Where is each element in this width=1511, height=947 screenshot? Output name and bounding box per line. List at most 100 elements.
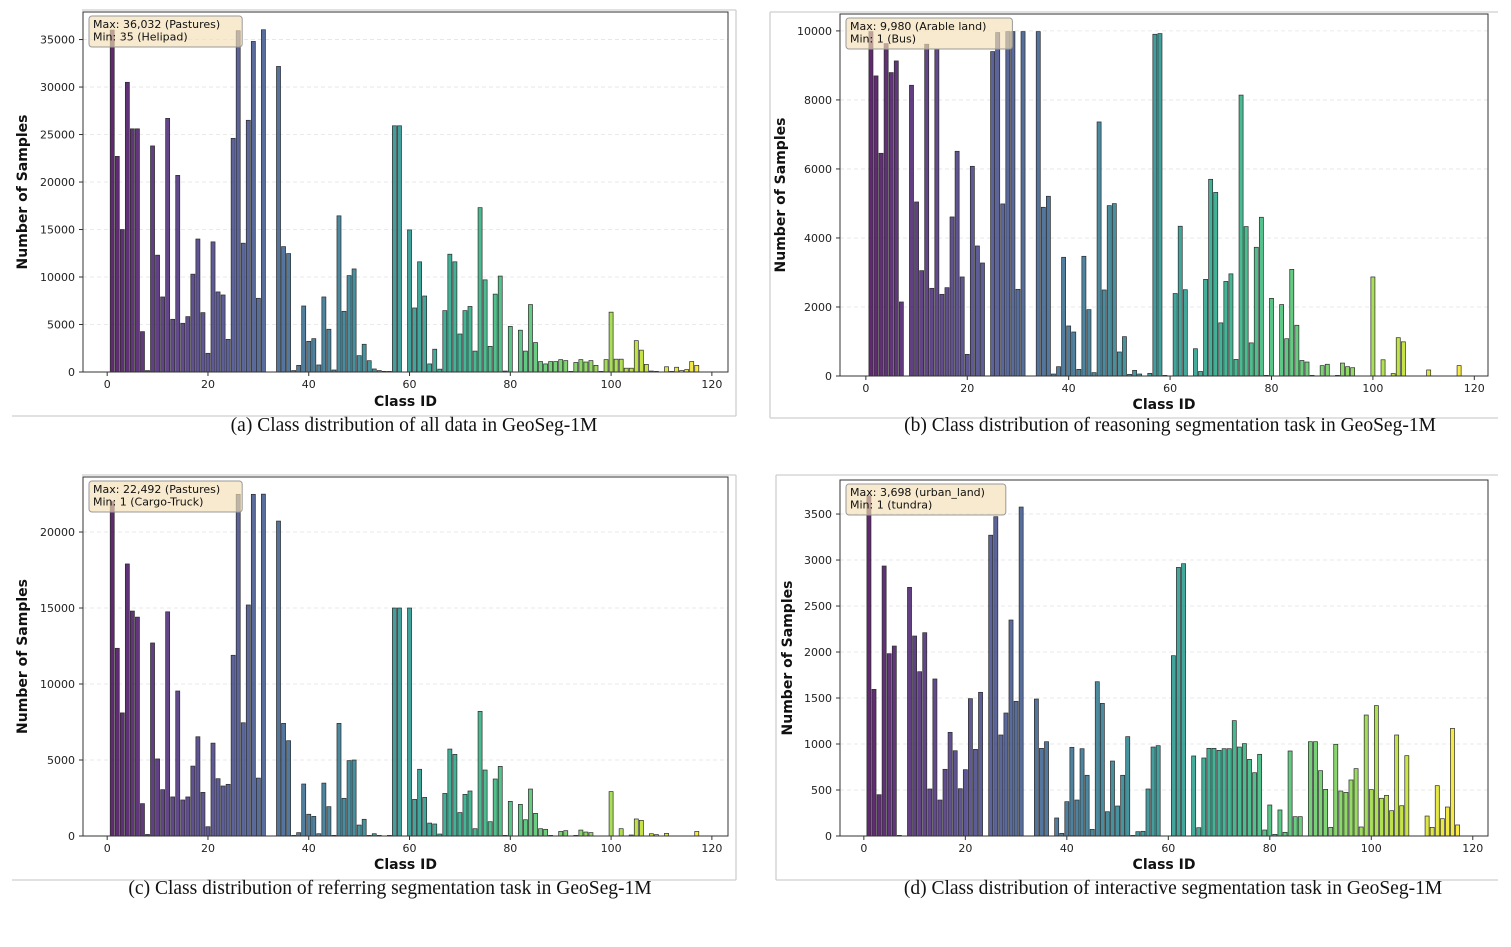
y-tick-label: 15000 xyxy=(40,602,75,615)
bar-class-10 xyxy=(912,635,917,837)
bar-class-72 xyxy=(1228,273,1234,377)
bar-class-9 xyxy=(907,587,912,837)
bar-class-51 xyxy=(361,343,367,373)
annotation-box xyxy=(88,480,243,513)
bar-class-78 xyxy=(497,766,503,837)
x-tick-label: 80 xyxy=(1264,382,1278,395)
bar-class-5 xyxy=(886,653,892,837)
bar-class-35 xyxy=(1039,747,1044,837)
bar-class-25 xyxy=(230,137,236,373)
bar-class-84 xyxy=(528,304,533,373)
bar-class-26 xyxy=(235,30,241,373)
bar-class-95 xyxy=(1345,366,1350,377)
bar-class-21 xyxy=(210,241,216,373)
x-tick-label: 120 xyxy=(701,378,722,391)
bar-class-12 xyxy=(922,632,928,837)
bar-class-25 xyxy=(988,534,994,837)
bar-class-75 xyxy=(1242,743,1247,837)
bar-class-67 xyxy=(1203,279,1208,377)
bar-class-86 xyxy=(1299,360,1305,377)
chart-c: 0 20 40 60 80 100 120 0 5000 10000 15000 20000 Class… xyxy=(12,474,737,881)
annotation-box xyxy=(845,17,1013,50)
bar-class-82 xyxy=(518,329,523,373)
bar-class-71 xyxy=(1223,281,1229,377)
bar-class-88 xyxy=(548,361,553,373)
bar-class-20 xyxy=(205,352,211,373)
bar-class-13 xyxy=(927,788,933,837)
bar-class-66 xyxy=(1198,371,1203,377)
bar-class-80 xyxy=(507,326,513,373)
bar-class-6 xyxy=(893,60,899,377)
bar-class-57 xyxy=(392,607,397,837)
y-tick-label: 2000 xyxy=(804,301,832,314)
chart-d: 0 20 40 60 80 100 120 0 500 1000 1500 2000 2500 3000 3… xyxy=(775,474,1498,881)
bar-class-91 xyxy=(563,360,569,373)
bar-class-42 xyxy=(1076,368,1082,377)
bar-class-102 xyxy=(618,828,624,837)
bar-class-10 xyxy=(914,201,919,377)
y-tick-label: 10000 xyxy=(40,678,75,691)
x-tick-label: 40 xyxy=(1060,842,1074,855)
bar-class-69 xyxy=(1211,747,1217,837)
bar-class-34 xyxy=(1033,698,1039,837)
bar-class-41 xyxy=(1069,746,1075,837)
bar-class-80 xyxy=(507,800,513,837)
annotation-line: Min: 1 (Bus) xyxy=(850,33,916,46)
bar-class-103 xyxy=(623,367,629,373)
x-tick-label: 40 xyxy=(302,378,316,391)
bar-class-84 xyxy=(1287,750,1293,837)
bar-class-3 xyxy=(878,152,884,377)
bar-class-105 xyxy=(1395,337,1401,377)
bar-class-23 xyxy=(220,294,226,373)
bar-class-90 xyxy=(558,831,564,837)
bar-class-29 xyxy=(250,493,256,837)
bar-class-85 xyxy=(1292,816,1298,837)
y-tick-label: 3500 xyxy=(804,508,832,521)
bar-class-74 xyxy=(1236,746,1242,837)
bar-class-96 xyxy=(1348,779,1354,837)
bar-class-63 xyxy=(1182,289,1188,377)
bar-class-100 xyxy=(608,311,614,373)
bar-class-55 xyxy=(1140,830,1146,837)
bar-class-69 xyxy=(452,261,458,373)
bar-class-57 xyxy=(392,125,397,373)
bar-class-117 xyxy=(1455,824,1460,837)
bar-class-17 xyxy=(949,216,955,377)
y-axis-label: Number of Samples xyxy=(773,118,789,273)
x-tick-label: 20 xyxy=(958,842,972,855)
bar-class-19 xyxy=(200,312,206,373)
annotation-line: Max: 9,980 (Arable land) xyxy=(850,20,986,33)
bar-class-92 xyxy=(1328,827,1334,837)
bar-class-63 xyxy=(422,797,428,837)
bar-class-45 xyxy=(1089,829,1095,837)
bar-class-27 xyxy=(240,242,246,373)
bar-class-102 xyxy=(1380,359,1386,377)
bar-class-51 xyxy=(1120,774,1126,837)
x-tick-label: 60 xyxy=(1163,382,1177,395)
bar-class-100 xyxy=(1368,789,1374,837)
bar-class-21 xyxy=(968,698,973,837)
bar-class-39 xyxy=(1061,256,1066,377)
bar-class-30 xyxy=(1015,288,1021,377)
bar-class-61 xyxy=(1172,293,1178,377)
bar-class-111 xyxy=(1426,369,1432,377)
bar-class-65 xyxy=(1193,348,1198,377)
y-axis-label: Number of Samples xyxy=(780,581,796,736)
bar-class-41 xyxy=(1071,331,1077,377)
bar-class-35 xyxy=(281,246,286,373)
bar-class-16 xyxy=(185,796,191,837)
bar-class-71 xyxy=(1221,748,1227,837)
axes-frame xyxy=(839,13,1489,377)
bar-class-40 xyxy=(1064,801,1070,837)
bar-class-49 xyxy=(1111,203,1117,377)
bar-class-90 xyxy=(1318,770,1323,837)
bar-class-12 xyxy=(165,118,171,373)
bar-class-18 xyxy=(954,150,960,377)
bar-class-10 xyxy=(155,758,160,837)
x-tick-label: 100 xyxy=(601,842,622,855)
bar-class-11 xyxy=(160,296,165,373)
bar-class-31 xyxy=(261,493,266,837)
bar-class-4 xyxy=(881,565,887,837)
bar-class-78 xyxy=(1257,753,1263,837)
bar-class-43 xyxy=(321,296,327,373)
